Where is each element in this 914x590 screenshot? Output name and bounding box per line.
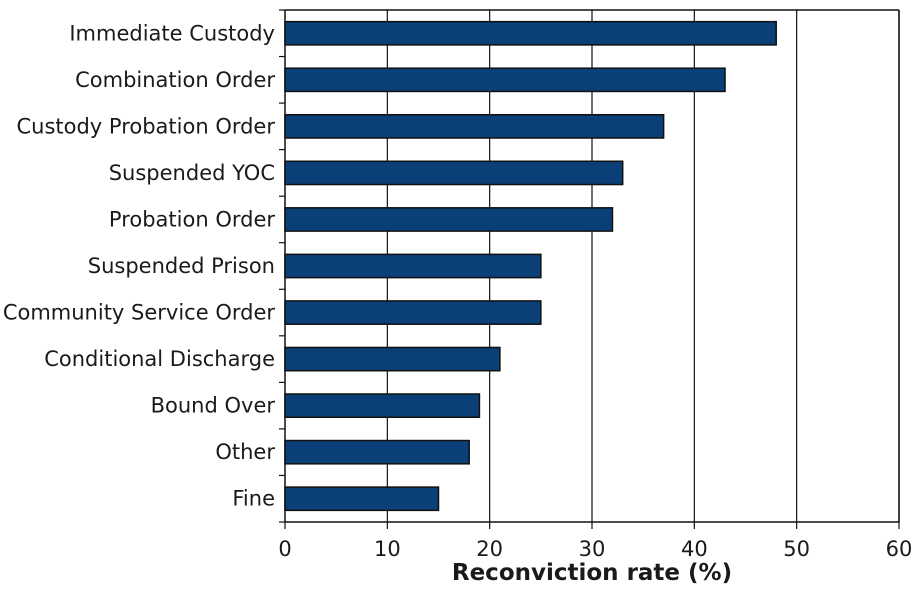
bar-3	[284, 160, 624, 186]
bar-6	[284, 300, 542, 325]
axes	[279, 9, 900, 529]
category-label-0: Immediate Custody	[69, 21, 275, 45]
category-label-4: Probation Order	[109, 207, 275, 231]
bar-2	[284, 113, 665, 139]
x-axis-title: Reconviction rate (%)	[452, 560, 732, 586]
x-tick-label-10: 10	[374, 537, 401, 561]
x-tick-label-50: 50	[783, 537, 810, 561]
bar-7	[284, 346, 501, 372]
category-label-8: Bound Over	[151, 394, 276, 418]
bar-1	[284, 67, 726, 93]
category-labels: Immediate Custody Combination Order Custod…	[3, 21, 276, 510]
category-label-1: Combination Order	[75, 68, 275, 92]
x-tick-label-20: 20	[476, 537, 503, 561]
category-label-3: Suspended YOC	[109, 161, 275, 185]
bar-9	[284, 439, 470, 465]
category-label-9: Other	[215, 440, 275, 464]
bars	[284, 20, 777, 512]
x-tick-label-40: 40	[681, 537, 708, 561]
category-label-10: Fine	[232, 487, 275, 511]
bar-0	[284, 20, 777, 46]
x-tick-label-60: 60	[886, 537, 913, 561]
x-tick-labels: 0 10 20 30 40 50 60	[278, 537, 912, 561]
x-tick-label-30: 30	[579, 537, 606, 561]
bar-5	[284, 253, 542, 279]
category-label-2: Custody Probation Order	[16, 114, 275, 138]
bar-10	[284, 486, 440, 512]
category-label-5: Suspended Prison	[88, 254, 275, 278]
x-tick-label-0: 0	[278, 537, 291, 561]
category-label-7: Conditional Discharge	[44, 347, 275, 371]
bar-8	[284, 393, 481, 419]
bar-4	[284, 207, 614, 232]
category-label-6: Community Service Order	[3, 301, 276, 325]
